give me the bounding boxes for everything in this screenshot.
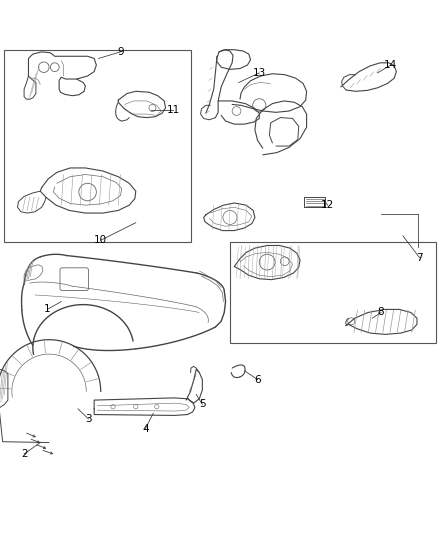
Text: 12: 12 bbox=[321, 200, 334, 210]
Text: 11: 11 bbox=[166, 104, 180, 115]
Text: 4: 4 bbox=[142, 424, 149, 433]
Text: 1: 1 bbox=[44, 304, 51, 314]
Text: 14: 14 bbox=[384, 60, 397, 70]
Bar bbox=[230, 243, 436, 343]
Text: 3: 3 bbox=[85, 414, 92, 424]
Text: 10: 10 bbox=[94, 235, 107, 245]
Text: 7: 7 bbox=[416, 253, 423, 263]
Text: 2: 2 bbox=[21, 449, 28, 459]
Bar bbox=[4, 50, 191, 243]
Text: 13: 13 bbox=[253, 68, 266, 78]
Text: 9: 9 bbox=[117, 47, 124, 57]
Text: 6: 6 bbox=[254, 375, 261, 384]
Text: 8: 8 bbox=[378, 308, 385, 318]
Text: 5: 5 bbox=[199, 399, 206, 409]
